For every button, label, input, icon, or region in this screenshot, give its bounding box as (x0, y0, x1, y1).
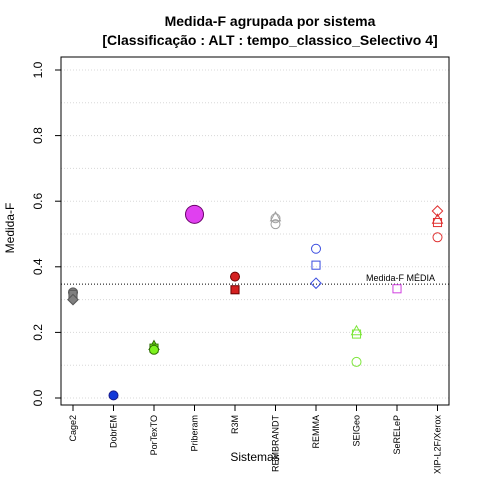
data-point (185, 204, 204, 224)
y-tick-label: 0.8 (31, 127, 45, 144)
data-point (311, 260, 321, 270)
data-point (108, 390, 119, 401)
y-tick-label: 1.0 (31, 61, 45, 78)
data-point (269, 210, 282, 222)
x-tick-label: Cage2 (68, 415, 78, 442)
data-point (270, 213, 281, 224)
data-point (67, 293, 79, 306)
x-tick-label: REMBRANDT (271, 415, 281, 473)
data-point (270, 219, 281, 230)
data-point (431, 205, 444, 217)
x-axis-label: Sistemas (230, 450, 279, 464)
x-axis: Cage2 DobrEM PorTexTO Priberam R3M REMBRANDT R… (68, 405, 443, 474)
y-tick-label: 0.2 (31, 324, 45, 341)
data-point (392, 284, 402, 294)
plot-border (60, 56, 450, 406)
x-tick-label: R3M (230, 415, 240, 434)
data-points (67, 204, 444, 401)
data-point (351, 329, 362, 339)
x-tick-label: SeRELeP (392, 415, 402, 455)
y-axis-label: Medida-F (3, 203, 17, 254)
x-tick-label: REMMA (311, 415, 321, 449)
chart-subtitle: [Classificação : ALT : tempo_classico_Se… (102, 32, 437, 48)
data-point (230, 271, 240, 282)
y-axis: 0.0 0.2 0.4 0.6 0.8 1.0 (31, 61, 61, 406)
data-point (149, 344, 159, 355)
x-tick-label: Priberam (190, 415, 200, 452)
x-tick-label: XIP-L2F/Xerox (433, 415, 443, 475)
data-point (432, 232, 443, 243)
y-tick-label: 0.4 (31, 258, 45, 275)
x-tick-label: PorTexTO (149, 415, 159, 455)
y-tick-label: 0.0 (31, 389, 45, 406)
data-point (432, 217, 443, 228)
x-tick-label: SEIGeo (352, 415, 362, 447)
data-point (310, 277, 322, 290)
x-tick-label: DobrEM (109, 415, 119, 448)
y-tick-label: 0.6 (31, 193, 45, 210)
chart-title: Medida-F agrupada por sistema (165, 13, 376, 29)
grid-lines (61, 69, 449, 399)
reference-line-label: Medida-F MÉDIA (366, 273, 435, 283)
data-point (351, 356, 362, 367)
data-point (230, 285, 240, 295)
reference-line-group: Medida-F MÉDIA (61, 273, 449, 285)
data-point (311, 243, 321, 254)
